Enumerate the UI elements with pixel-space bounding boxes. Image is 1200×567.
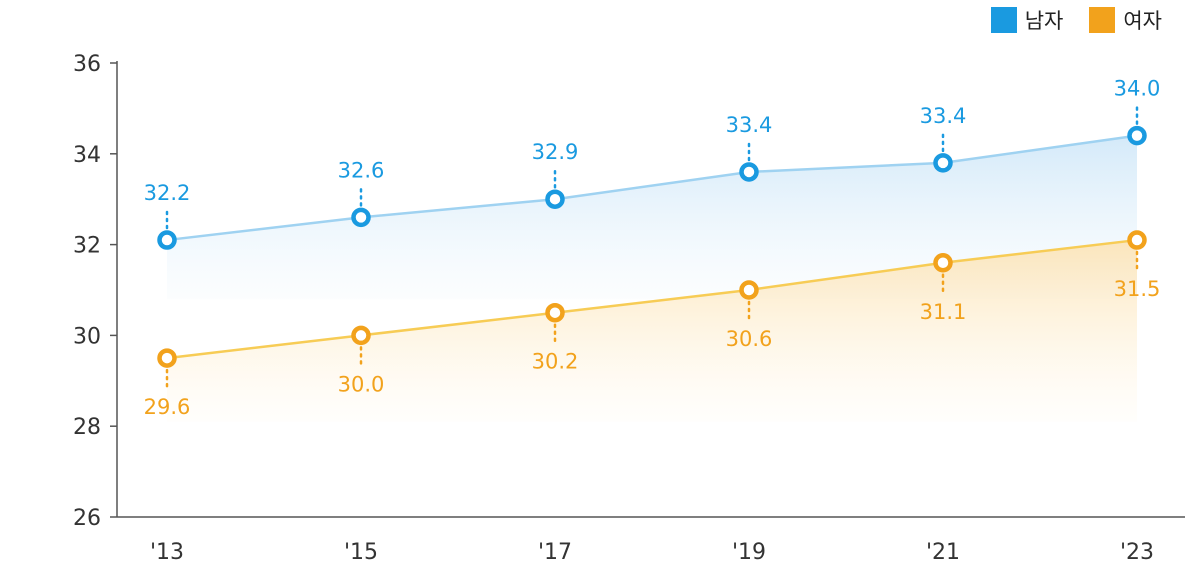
series-layer: 32.2 32.6 32.9 33.4 33.4 34.0 29.6 30.0 30.2 30.6… xyxy=(144,77,1161,419)
legend-item-female: 여자 xyxy=(1089,5,1162,35)
data-label: 33.4 xyxy=(920,104,967,128)
areas-layer xyxy=(167,135,1137,422)
data-label: 30.0 xyxy=(338,372,385,396)
x-tick-label: '13 xyxy=(150,540,184,565)
x-tick-label: '23 xyxy=(1120,540,1154,565)
series-line-0 xyxy=(166,134,1138,242)
x-tick-label: '15 xyxy=(344,540,378,565)
legend-swatch-male xyxy=(990,7,1017,33)
data-point xyxy=(351,325,371,346)
legend-label-female: 여자 xyxy=(1123,9,1162,33)
data-point xyxy=(157,230,177,250)
series-line-1 xyxy=(166,238,1138,360)
y-tick-label: 36 xyxy=(73,52,101,77)
data-label: 31.5 xyxy=(1114,277,1161,301)
area-fill-1 xyxy=(167,240,1137,422)
y-tick-label: 28 xyxy=(73,415,101,440)
data-point xyxy=(739,280,759,300)
data-label: 32.6 xyxy=(338,158,385,182)
x-tick-label: '19 xyxy=(732,540,766,565)
y-tick-label: 34 xyxy=(73,143,101,168)
y-tick-label: 26 xyxy=(73,506,101,531)
y-tick-label: 30 xyxy=(73,324,101,349)
data-label: 30.6 xyxy=(726,327,773,351)
x-tick-label: '17 xyxy=(538,540,572,565)
data-point xyxy=(933,253,953,273)
data-point xyxy=(545,302,565,323)
data-label: 34.0 xyxy=(1114,77,1161,101)
area-fill-0 xyxy=(167,135,1137,300)
data-point xyxy=(1127,230,1147,250)
legend-swatch-female xyxy=(1089,7,1116,33)
data-label: 33.4 xyxy=(726,113,773,137)
data-label: 32.9 xyxy=(532,140,579,164)
y-tick-label: 32 xyxy=(73,234,101,259)
x-tick-label: '21 xyxy=(926,540,960,565)
data-point xyxy=(739,162,759,182)
data-point xyxy=(1127,125,1147,146)
data-label: 30.2 xyxy=(532,350,579,374)
data-point xyxy=(545,189,565,209)
data-point xyxy=(351,207,371,228)
data-point xyxy=(157,348,177,368)
data-label: 32.2 xyxy=(144,181,191,205)
data-label: 31.1 xyxy=(920,300,967,324)
data-label: 29.6 xyxy=(144,395,191,419)
legend: 남자 여자 xyxy=(990,5,1162,35)
legend-item-male: 남자 xyxy=(990,5,1064,35)
legend-label-male: 남자 xyxy=(1024,9,1064,33)
axes-layer: 26 28 30 32 34 36 '13 '15 '17 '19 '21 '23 xyxy=(73,52,1185,565)
data-point xyxy=(933,153,953,173)
